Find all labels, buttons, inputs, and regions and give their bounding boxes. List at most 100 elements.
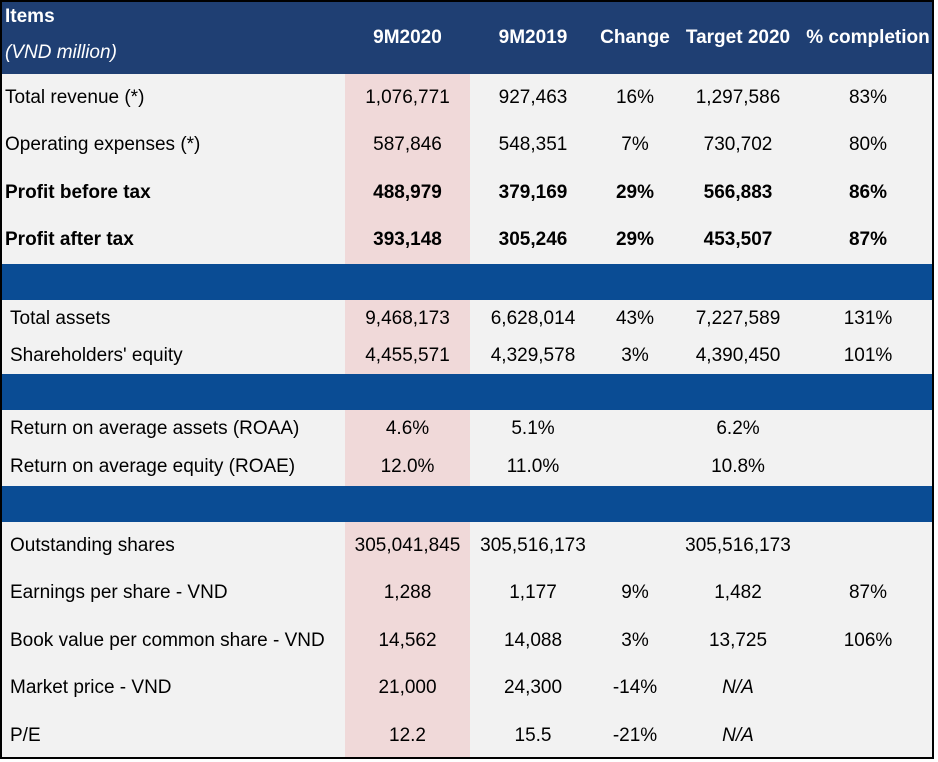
cell-9m2020: 488,979 [373, 181, 442, 203]
cell-completion: 131% [843, 307, 893, 329]
cell-completion: 106% [843, 629, 893, 651]
cell-9m2019: 305,246 [498, 229, 568, 251]
cell-change: 9% [621, 582, 649, 604]
section-divider [2, 264, 932, 300]
row-label: Market price - VND [10, 677, 172, 699]
table-row: Profit before tax 488,979 379,169 29% 566,88… [2, 169, 932, 217]
cell-change: 29% [615, 181, 655, 203]
cell-completion: 83% [848, 86, 888, 108]
col-header-9m2020: 9M2020 [373, 27, 442, 48]
cell-9m2019: 379,169 [498, 181, 568, 203]
cell-9m2019: 305,516,173 [480, 534, 586, 556]
cell-target: 566,883 [703, 181, 773, 203]
table-row: Market price - VND 21,000 24,300 -14% N/A [2, 665, 932, 713]
table-row: P/E 12.2 15.5 -21% N/A [2, 712, 932, 757]
table-row: Book value per common share - VND 14,562 1… [2, 617, 932, 665]
cell-target: 1,482 [714, 582, 762, 604]
row-label: Shareholders' equity [10, 344, 183, 366]
table-row: Total revenue (*) 1,076,771 927,463 16% 1,29… [2, 74, 932, 122]
cell-target: N/A [722, 677, 754, 699]
col-header-completion: % completion [806, 27, 930, 48]
cell-target: 1,297,586 [695, 86, 781, 108]
row-label: Profit after tax [5, 229, 134, 251]
row-label: Earnings per share - VND [10, 582, 228, 604]
table-row: Outstanding shares 305,041,845 305,516,173… [2, 522, 932, 570]
row-label: Return on average equity (ROAE) [10, 456, 296, 477]
cell-9m2019: 11.0% [506, 456, 560, 477]
cell-9m2020: 4,455,571 [365, 344, 450, 366]
table-row: Profit after tax 393,148 305,246 29% 453,507… [2, 217, 932, 265]
cell-9m2020: 393,148 [373, 229, 442, 251]
cell-9m2020: 4.6% [385, 418, 430, 439]
cell-change: 7% [621, 134, 649, 156]
cell-9m2019: 5.1% [511, 418, 555, 439]
cell-change: 3% [621, 344, 649, 366]
cell-change: 16% [615, 86, 655, 108]
cell-9m2019: 1,177 [509, 582, 557, 604]
table-row: Shareholders' equity 4,455,571 4,329,578 3%… [2, 337, 932, 374]
table-row: Return on average equity (ROAE) 12.0% 11.0… [2, 448, 932, 486]
cell-9m2020: 587,846 [373, 134, 442, 156]
cell-9m2020: 14,562 [378, 629, 437, 651]
cell-9m2019: 6,628,014 [490, 307, 576, 329]
row-label: Operating expenses (*) [5, 134, 201, 156]
cell-completion [802, 448, 932, 486]
cell-9m2020: 21,000 [378, 677, 437, 699]
table-row: Total assets 9,468,173 6,628,014 43% 7,227,5… [2, 300, 932, 337]
cell-completion [802, 712, 932, 757]
cell-change: 43% [615, 307, 655, 329]
items-label: Items [5, 6, 55, 27]
cell-target: 10.8% [711, 456, 765, 477]
table-row: Operating expenses (*) 587,846 548,351 7% 73… [2, 122, 932, 170]
cell-9m2019: 4,329,578 [490, 344, 576, 366]
col-header-change: Change [600, 27, 670, 48]
section-divider [2, 486, 932, 522]
cell-9m2019: 24,300 [503, 677, 563, 699]
cell-change: 3% [621, 629, 649, 651]
cell-target: 730,702 [703, 134, 773, 156]
row-label: Total revenue (*) [5, 86, 145, 108]
col-header-target: Target 2020 [685, 27, 791, 48]
cell-completion: 86% [848, 181, 888, 203]
row-label: Profit before tax [5, 181, 151, 203]
col-header-9m2019: 9M2019 [498, 27, 568, 48]
highlight-column-9m2020 [345, 74, 470, 757]
cell-completion: 87% [848, 229, 888, 251]
cell-9m2020: 12.2 [389, 724, 426, 746]
cell-9m2020: 1,288 [383, 582, 432, 604]
table-row: Return on average assets (ROAA) 4.6% 5.1% 6… [2, 410, 932, 448]
cell-9m2020: 305,041,845 [354, 534, 461, 556]
cell-completion [802, 665, 932, 713]
cell-completion: 87% [848, 582, 888, 604]
cell-9m2020: 9,468,173 [365, 307, 450, 329]
cell-completion [802, 410, 932, 448]
row-label: Book value per common share - VND [10, 629, 325, 651]
cell-target: 305,516,173 [685, 534, 791, 556]
cell-9m2020: 1,076,771 [365, 86, 450, 108]
cell-9m2019: 15.5 [514, 724, 552, 746]
cell-target: 13,725 [708, 629, 768, 651]
cell-completion [802, 522, 932, 570]
row-label: Return on average assets (ROAA) [10, 418, 300, 439]
cell-change: 29% [615, 229, 655, 251]
cell-target: 453,507 [703, 229, 773, 251]
cell-9m2019: 14,088 [503, 629, 563, 651]
cell-completion: 101% [843, 344, 893, 366]
cell-completion: 80% [848, 134, 888, 156]
cell-target: 7,227,589 [695, 307, 781, 329]
row-label: P/E [10, 724, 41, 746]
cell-target: N/A [722, 724, 754, 746]
cell-change [596, 522, 674, 570]
cell-change: -14% [612, 677, 658, 699]
cell-change: -21% [612, 724, 658, 746]
row-label: Outstanding shares [10, 534, 175, 556]
cell-target: 6.2% [716, 418, 760, 439]
cell-change [596, 410, 674, 448]
table-header: Items (VND million) 9M2020 9M2019 Change… [2, 2, 932, 74]
cell-change [596, 448, 674, 486]
cell-9m2019: 927,463 [498, 86, 568, 108]
unit-label: (VND million) [5, 42, 117, 63]
cell-9m2020: 12.0% [380, 456, 435, 477]
table-row: Earnings per share - VND 1,288 1,177 9% 1,48… [2, 570, 932, 618]
